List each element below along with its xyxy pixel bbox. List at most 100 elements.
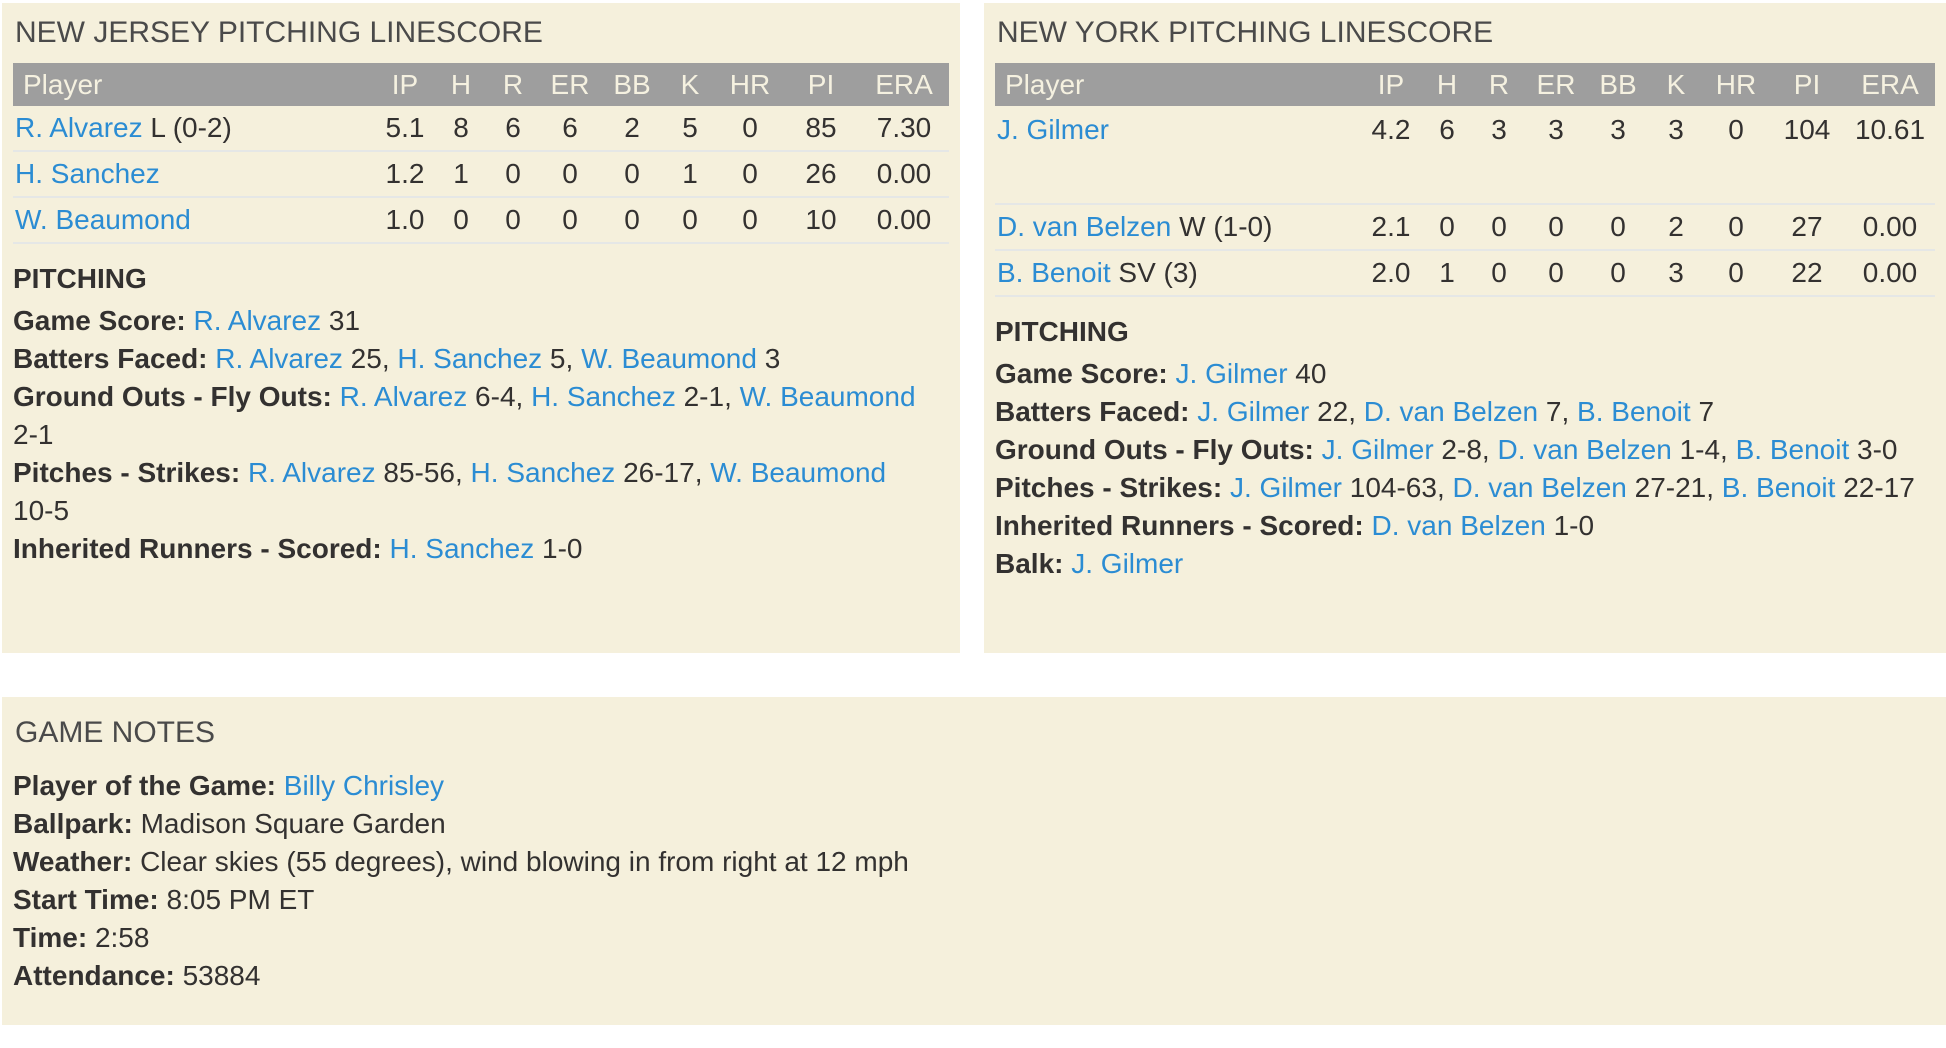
player-link[interactable]: J. Gilmer bbox=[1229, 472, 1342, 503]
note-label: Ground Outs - Fly Outs: bbox=[13, 381, 332, 412]
note-label: Player of the Game: bbox=[13, 770, 276, 801]
stat-cell: 5.1 bbox=[375, 106, 435, 152]
note-line: Batters Faced: R. Alvarez 25, H. Sanchez… bbox=[13, 340, 949, 378]
column-header-ip: IP bbox=[391, 68, 419, 100]
player-link[interactable]: J. Gilmer bbox=[1175, 358, 1288, 389]
note-text: 7, bbox=[1538, 396, 1578, 427]
stat-cell: 1 bbox=[663, 151, 717, 198]
stat-cell: 1 bbox=[1421, 250, 1473, 297]
note-line: Ground Outs - Fly Outs: J. Gilmer 2-8, D… bbox=[995, 431, 1935, 469]
nj-pitching-notes: Game Score: R. Alvarez 31 Batters Faced: … bbox=[13, 302, 949, 568]
player-link[interactable]: R. Alvarez bbox=[247, 457, 376, 488]
nj-pitching-table: Player IP H R ER BB K HR PI ERA R. Alvarez L (0-2… bbox=[13, 63, 949, 244]
stat-cell: 0 bbox=[1525, 204, 1587, 251]
player-cell: D. van Belzen W (1-0) bbox=[995, 204, 1361, 251]
note-text: 1-4, bbox=[1671, 434, 1736, 465]
note-text: 5, bbox=[542, 343, 582, 374]
pitcher-row: J. Gilmer 4.2 6 3 3 3 3 0 104 10.61 bbox=[995, 106, 1935, 205]
player-link[interactable]: B. Benoit bbox=[1735, 434, 1850, 465]
note-text bbox=[1222, 472, 1230, 503]
player-cell: W. Beaumond bbox=[13, 197, 375, 244]
stat-cell: 6 bbox=[1421, 106, 1473, 205]
note-text: Clear skies (55 degrees), wind blowing i… bbox=[132, 846, 909, 877]
note-text: 7 bbox=[1690, 396, 1715, 427]
player-link[interactable]: B. Benoit bbox=[1577, 396, 1691, 427]
stat-cell: 2.1 bbox=[1361, 204, 1421, 251]
note-line: Game Score: R. Alvarez 31 bbox=[13, 302, 949, 340]
note-line: Ballpark: Madison Square Garden bbox=[13, 805, 1935, 843]
column-header-er: ER bbox=[550, 68, 590, 100]
stat-cell: 0 bbox=[1525, 250, 1587, 297]
column-header-k: K bbox=[680, 68, 700, 100]
player-link[interactable]: J. Gilmer bbox=[997, 114, 1109, 145]
note-text bbox=[382, 533, 390, 564]
stat-cell: 1.0 bbox=[375, 197, 435, 244]
column-header-era: ERA bbox=[1861, 68, 1919, 100]
player-link[interactable]: D. van Belzen bbox=[1371, 510, 1546, 541]
stat-cell: 2 bbox=[1649, 204, 1703, 251]
column-header-hr: HR bbox=[729, 68, 771, 100]
stat-cell: 3 bbox=[1649, 250, 1703, 297]
player-link[interactable]: H. Sanchez bbox=[397, 343, 543, 374]
player-link[interactable]: B. Benoit bbox=[997, 257, 1111, 288]
player-link[interactable]: H. Sanchez bbox=[531, 381, 676, 412]
stat-cell: 0 bbox=[1587, 204, 1649, 251]
stat-cell: 0.00 bbox=[1845, 250, 1935, 297]
stat-cell: 0 bbox=[601, 151, 663, 198]
note-text: 22-17 bbox=[1835, 472, 1915, 503]
note-label: Start Time: bbox=[13, 884, 159, 915]
nj-pitching-panel: NEW JERSEY PITCHING LINESCORE Player IP H R… bbox=[2, 3, 960, 653]
stat-cell: 10.61 bbox=[1845, 106, 1935, 205]
player-cell: J. Gilmer bbox=[995, 106, 1361, 205]
player-link[interactable]: J. Gilmer bbox=[1071, 548, 1184, 579]
player-link[interactable]: Billy Chrisley bbox=[283, 770, 445, 801]
player-link[interactable]: D. van Belzen bbox=[1363, 396, 1539, 427]
note-line: Weather: Clear skies (55 degrees), wind … bbox=[13, 843, 1935, 881]
stat-cell: 0 bbox=[1703, 250, 1769, 297]
player-link[interactable]: D. van Belzen bbox=[997, 211, 1172, 242]
player-link[interactable]: R. Alvarez bbox=[339, 381, 468, 412]
stat-cell: 26 bbox=[783, 151, 859, 198]
player-link[interactable]: H. Sanchez bbox=[470, 457, 616, 488]
note-text: 1-0 bbox=[534, 533, 583, 564]
player-link[interactable]: H. Sanchez bbox=[15, 158, 160, 189]
player-link[interactable]: J. Gilmer bbox=[1321, 434, 1434, 465]
ny-table-body: J. Gilmer 4.2 6 3 3 3 3 0 104 10.61 D. van Belzen … bbox=[995, 106, 1935, 297]
player-link[interactable]: D. van Belzen bbox=[1497, 434, 1672, 465]
stat-cell: 3 bbox=[1649, 106, 1703, 205]
note-line: Ground Outs - Fly Outs: R. Alvarez 6-4, … bbox=[13, 378, 949, 454]
note-text bbox=[1364, 510, 1372, 541]
stat-cell: 0 bbox=[1703, 106, 1769, 205]
stat-cell: 0 bbox=[717, 151, 783, 198]
stat-cell: 0 bbox=[1703, 204, 1769, 251]
player-link[interactable]: R. Alvarez bbox=[15, 112, 143, 143]
player-link[interactable]: R. Alvarez bbox=[215, 343, 343, 374]
player-link[interactable]: R. Alvarez bbox=[193, 305, 322, 336]
ny-panel-title: NEW YORK PITCHING LINESCORE bbox=[997, 16, 1494, 49]
player-link[interactable]: W. Beaumond bbox=[710, 457, 887, 488]
stat-cell: 0 bbox=[717, 106, 783, 152]
player-link[interactable]: B. Benoit bbox=[1721, 472, 1836, 503]
player-link[interactable]: W. Beaumond bbox=[581, 343, 757, 374]
note-line: Inherited Runners - Scored: D. van Belze… bbox=[995, 507, 1935, 545]
stat-cell: 5 bbox=[663, 106, 717, 152]
player-link[interactable]: H. Sanchez bbox=[389, 533, 535, 564]
stat-cell: 22 bbox=[1769, 250, 1845, 297]
note-text: 40 bbox=[1287, 358, 1327, 389]
column-header-h: H bbox=[450, 68, 472, 100]
ny-pitching-table: Player IP H R ER BB K HR PI ERA J. Gilmer 4.2 6 3 3 3 3… bbox=[995, 63, 1935, 297]
player-link[interactable]: J. Gilmer bbox=[1197, 396, 1310, 427]
player-link[interactable]: W. Beaumond bbox=[739, 381, 916, 412]
pitcher-row: B. Benoit SV (3) 2.0 1 0 0 0 3 0 22 0.00 bbox=[995, 250, 1935, 297]
note-text: 2-1 bbox=[13, 419, 54, 450]
note-text bbox=[1314, 434, 1322, 465]
table-header-row: Player IP H R ER BB K HR PI ERA bbox=[13, 63, 949, 106]
player-link[interactable]: W. Beaumond bbox=[15, 204, 191, 235]
player-link[interactable]: D. van Belzen bbox=[1452, 472, 1627, 503]
column-header-r: R bbox=[502, 68, 524, 100]
stat-cell: 0 bbox=[539, 151, 601, 198]
note-label: Game Score: bbox=[13, 305, 186, 336]
stat-cell: 2 bbox=[601, 106, 663, 152]
stat-cell: 3 bbox=[1525, 106, 1587, 205]
note-label: Pitches - Strikes: bbox=[13, 457, 241, 488]
